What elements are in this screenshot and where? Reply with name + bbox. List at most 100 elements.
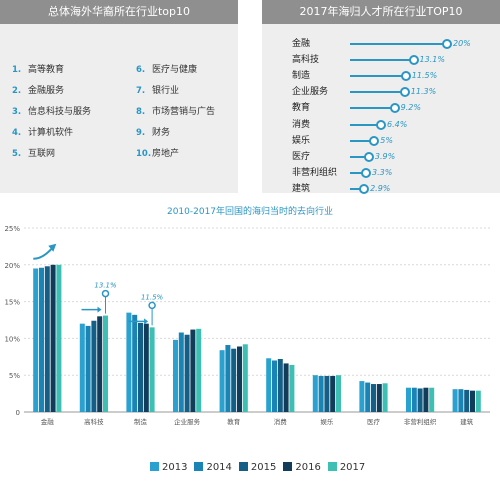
bar-2014	[132, 314, 138, 412]
industry-label: 市场营销与广告	[152, 107, 216, 117]
x-tick-label: 高科技	[84, 417, 104, 426]
industry-label: 房地产	[152, 149, 180, 159]
bar-2013	[312, 375, 318, 412]
bar-end-dot	[369, 135, 380, 146]
bar-2016	[97, 316, 103, 412]
industry-list-item: 6. 医疗与健康	[136, 60, 215, 81]
bar-2015	[277, 359, 283, 412]
bar-2014	[411, 387, 417, 412]
legend-label: 2015	[250, 462, 277, 473]
industry-label: 信息科技与服务	[28, 107, 92, 117]
bar-2017	[103, 315, 108, 412]
industry-rank: 2.	[12, 86, 22, 96]
returnee-industry-label: 医疗	[292, 151, 311, 162]
returnee-industry-row: 建筑 2.9%	[292, 181, 500, 197]
bar-2016	[237, 346, 242, 412]
x-tick-label: 娱乐	[320, 417, 334, 426]
returnee-industry-value: 13.1%	[419, 55, 445, 65]
legend-label: 2014	[206, 462, 232, 473]
industry-list-item: 8. 市场营销与广告	[136, 102, 215, 123]
bar-2013	[33, 268, 39, 412]
returnee-industry-value: 11.3%	[410, 87, 437, 97]
y-tick-label: 25%	[4, 225, 20, 233]
returnee-top10-panel: 2017年海归人才所在行业TOP10 金融 20% 高科技 13.1% 制造 11.5% 企…	[262, 0, 500, 194]
x-tick-label: 教育	[227, 417, 241, 426]
bar-2017	[56, 264, 62, 412]
industry-rank: 6.	[136, 65, 146, 75]
returnee-industry-bar	[350, 91, 405, 94]
bar-2015	[138, 322, 143, 412]
trend-arrow-line	[33, 246, 55, 260]
bar-2014	[458, 389, 464, 412]
bar-2016	[190, 329, 196, 412]
x-tick-label: 非营利组织	[404, 417, 437, 426]
bar-2016	[50, 264, 56, 412]
industry-rank: 7.	[136, 86, 146, 96]
x-tick-label: 制造	[134, 417, 148, 426]
bar-2013	[452, 389, 458, 412]
bar-2016	[423, 387, 429, 412]
industry-rank: 1.	[12, 65, 22, 75]
bar-2015	[44, 266, 50, 412]
bar-2013	[219, 350, 225, 412]
bar-2015	[231, 348, 237, 412]
legend-swatch	[327, 462, 337, 471]
bar-2013	[266, 358, 272, 412]
x-tick-label: 企业服务	[174, 417, 201, 426]
bar-2014	[39, 267, 44, 412]
legend-swatch	[194, 462, 204, 471]
bar-2013	[126, 312, 132, 412]
bar-2013	[173, 339, 178, 412]
returnee-industry-label: 娱乐	[292, 135, 311, 146]
industry-rank: 5.	[12, 149, 22, 159]
returnee-industry-value: 3.3%	[372, 167, 393, 177]
bar-2017	[429, 387, 435, 412]
legend-item: 2015	[238, 461, 277, 475]
bar-end-dot	[359, 183, 370, 194]
y-tick-label: 15%	[4, 299, 20, 307]
returnee-industry-value: 6.4%	[387, 119, 408, 129]
bar-2015	[184, 334, 190, 412]
legend-swatch	[238, 462, 248, 471]
industry-list-item: 10.房地产	[136, 144, 215, 165]
returnee-industry-bar	[350, 187, 365, 190]
bar-2017	[336, 375, 341, 412]
bar-2017	[242, 344, 248, 412]
bar-2016	[330, 375, 336, 412]
returnee-industry-value: 9.2%	[400, 103, 421, 113]
returnee-industry-bar	[350, 123, 382, 126]
bar-2013	[359, 381, 365, 412]
industry-label: 银行业	[152, 86, 180, 96]
industry-top10-panel: 总体海外华裔所在行业top10 1. 高等教育 2. 金融服务 3. 信息科技与服务 4. 计…	[0, 0, 238, 193]
returnee-industry-row: 医疗 3.9%	[292, 149, 500, 165]
returnee-industry-label: 高科技	[292, 55, 320, 66]
bar-2015	[91, 320, 97, 412]
bar-2016	[376, 384, 382, 412]
x-tick-label: 医疗	[367, 417, 381, 426]
returnee-industry-bar	[350, 75, 406, 78]
industry-rank: 9.	[136, 128, 146, 138]
industry-rank: 4.	[12, 128, 22, 138]
bar-2016	[470, 390, 475, 412]
bar-2014	[365, 382, 371, 412]
chart-title: 2010-2017年回国的海归当时的去向行业	[167, 205, 333, 217]
bar-end-dot	[399, 87, 410, 98]
returnee-industry-label: 制造	[292, 71, 311, 82]
x-tick-label: 消费	[274, 417, 288, 426]
bar-2013	[406, 387, 411, 412]
industry-rank: 8.	[136, 107, 146, 117]
returnee-industry-bar	[350, 43, 447, 45]
bar-end-dot	[408, 55, 419, 66]
legend-item: 2017	[327, 461, 365, 475]
returnee-top10-title: 2017年海归人才所在行业TOP10	[262, 0, 500, 24]
trend-arrow-head	[48, 243, 57, 252]
returnee-industry-value: 2.9%	[370, 183, 391, 193]
returnee-industry-chart: 2010-2017年回国的海归当时的去向行业 0 5% 10% 15% 20% 25% 金融 高…	[4, 205, 490, 426]
returnee-industry-bar	[350, 139, 375, 142]
bar-2017	[475, 390, 481, 412]
legend-swatch	[283, 462, 293, 471]
bar-2016	[283, 363, 289, 412]
bar-2013	[79, 323, 85, 412]
returnee-industry-value: 5%	[380, 135, 393, 145]
legend-item: 2014	[194, 461, 232, 475]
